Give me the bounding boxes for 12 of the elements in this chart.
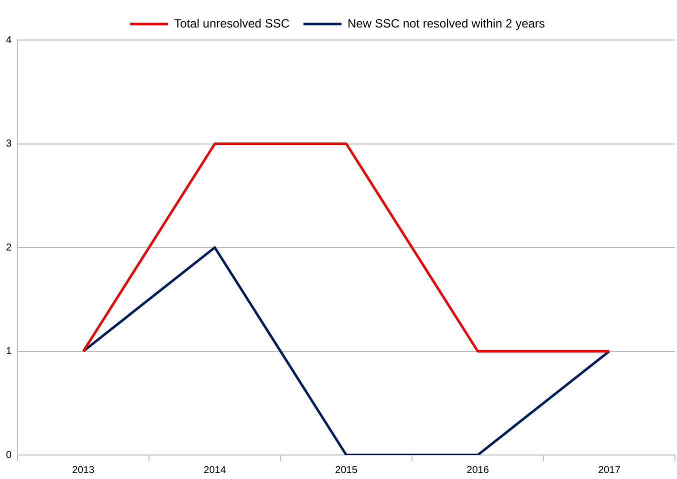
x-tick-label: 2015	[335, 464, 358, 476]
x-tick-label: 2016	[466, 464, 490, 476]
y-tick-label: 1	[6, 346, 12, 357]
y-tick-label: 3	[6, 138, 12, 150]
y-tick-label: 0	[6, 450, 12, 461]
x-tick-label: 2013	[72, 464, 95, 476]
legend-label: Total unresolved SSC	[174, 16, 290, 30]
x-tick-label: 2014	[204, 464, 226, 476]
x-tick-label: 2017	[598, 464, 621, 476]
legend-label: New SSC not resolved within 2 years	[347, 16, 545, 30]
y-tick-label: 2	[6, 242, 12, 254]
y-tick-label: 4	[6, 34, 12, 46]
